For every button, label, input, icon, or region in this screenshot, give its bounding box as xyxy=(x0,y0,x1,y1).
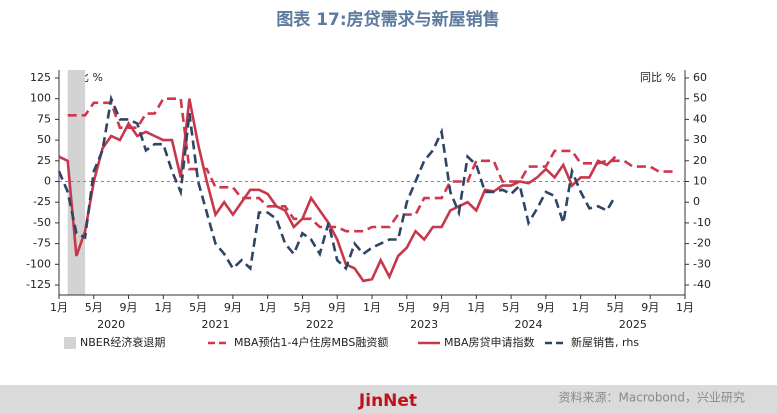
x-tick-label: 9月 xyxy=(120,301,138,314)
y-tick-label: -100 xyxy=(26,257,51,270)
y-tick-label: 50 xyxy=(37,133,51,146)
legend-label: MBA预估1-4户住房MBS融资额 xyxy=(234,335,388,349)
y2-tick-label: -40 xyxy=(693,278,711,291)
y-tick-label: -25 xyxy=(33,195,51,208)
series-line xyxy=(67,97,677,233)
x-tick-label: 5月 xyxy=(606,301,624,314)
y2-tick-label: 50 xyxy=(693,92,707,105)
y-tick-label: 125 xyxy=(30,71,51,84)
y2-axis-label: 同比 % xyxy=(640,71,676,84)
legend-label: 新屋销售, rhs xyxy=(571,335,639,349)
y-tick-label: -50 xyxy=(33,216,51,229)
x-year-label: 2025 xyxy=(619,318,647,331)
y-tick-label: 100 xyxy=(30,92,51,105)
x-tick-label: 1月 xyxy=(50,301,68,314)
y2-tick-label: 60 xyxy=(693,71,707,84)
x-year-label: 2020 xyxy=(97,318,125,331)
x-tick-label: 1月 xyxy=(676,301,694,314)
y-tick-label: 25 xyxy=(37,154,51,167)
x-tick-label: 1月 xyxy=(467,301,485,314)
chart-title: 图表 17:房贷需求与新屋销售 xyxy=(276,9,499,30)
y2-tick-label: 30 xyxy=(693,133,707,146)
x-year-label: 2024 xyxy=(515,318,543,331)
x-tick-label: 5月 xyxy=(85,301,103,314)
legend-swatch xyxy=(64,337,76,349)
y-tick-label: 75 xyxy=(37,112,51,125)
x-tick-label: 5月 xyxy=(502,301,520,314)
x-tick-label: 1月 xyxy=(259,301,277,314)
y2-tick-label: -20 xyxy=(693,237,711,250)
y-tick-label: -75 xyxy=(33,237,51,250)
footer-source: 资料来源：Macrobond，兴业研究 xyxy=(559,390,746,405)
y-tick-label: 0 xyxy=(44,175,51,188)
footer-brand: JinNet xyxy=(358,391,417,411)
x-year-label: 2022 xyxy=(306,318,334,331)
y-tick-label: -125 xyxy=(26,278,51,291)
series-line xyxy=(58,98,617,283)
y2-tick-label: -30 xyxy=(693,257,711,270)
x-tick-label: 9月 xyxy=(641,301,659,314)
x-tick-label: 1月 xyxy=(572,301,590,314)
x-tick-label: 9月 xyxy=(224,301,242,314)
x-tick-label: 5月 xyxy=(398,301,416,314)
legend-label: MBA房贷申请指数 xyxy=(444,335,535,349)
x-tick-label: 1月 xyxy=(363,301,381,314)
y2-tick-label: 0 xyxy=(693,195,700,208)
x-tick-label: 5月 xyxy=(293,301,311,314)
footer-band xyxy=(0,385,777,414)
x-year-label: 2021 xyxy=(202,318,230,331)
x-tick-label: 1月 xyxy=(154,301,172,314)
x-tick-label: 9月 xyxy=(433,301,451,314)
x-tick-label: 9月 xyxy=(537,301,555,314)
y2-tick-label: -10 xyxy=(693,216,711,229)
series-line xyxy=(57,94,617,272)
y2-tick-label: 40 xyxy=(693,112,707,125)
y2-tick-label: 10 xyxy=(693,175,707,188)
y2-tick-label: 20 xyxy=(693,154,707,167)
legend-label: NBER经济衰退期 xyxy=(80,335,165,349)
x-year-label: 2023 xyxy=(410,318,438,331)
x-tick-label: 5月 xyxy=(189,301,207,314)
recession-band xyxy=(67,70,86,295)
x-tick-label: 9月 xyxy=(328,301,346,314)
